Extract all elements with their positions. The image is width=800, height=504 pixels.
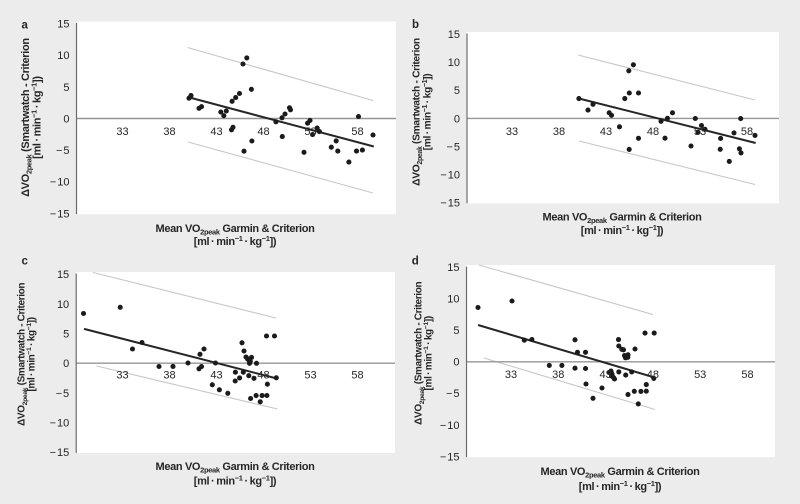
svg-text:15: 15 (448, 29, 460, 41)
svg-text:[ml · min−1 · kg−1]): [ml · min−1 · kg−1]) (194, 234, 277, 248)
svg-text:43: 43 (600, 126, 612, 138)
svg-text:53: 53 (694, 126, 706, 138)
svg-text:[ml · min−1 · kg−1]): [ml · min−1 · kg−1]) (30, 76, 44, 159)
svg-text:− 5: − 5 (56, 145, 69, 157)
svg-text:[ml · min−1 · kg−1]): [ml · min−1 · kg−1]) (422, 74, 434, 151)
svg-text:Mean VO2peak​ Garmin & Criteri: Mean VO2peak​ Garmin & Criterion (543, 211, 703, 225)
svg-text:− 15: − 15 (50, 208, 70, 220)
svg-text:− 5: − 5 (446, 388, 459, 400)
svg-text:53: 53 (304, 369, 316, 381)
svg-text:5: 5 (453, 325, 459, 337)
svg-text:33: 33 (505, 369, 517, 381)
svg-text:Mean VO2peak​ Garmin & Criteri: Mean VO2peak​ Garmin & Criterion (156, 461, 316, 475)
svg-text:5: 5 (454, 85, 460, 97)
svg-text:− 10: − 10 (50, 417, 70, 429)
svg-text:48: 48 (647, 126, 659, 138)
svg-text:b: b (412, 19, 419, 31)
svg-text:10: 10 (57, 299, 69, 311)
svg-text:[ml · min−1 · kg−1]): [ml · min−1 · kg−1]) (26, 317, 38, 391)
svg-text:[ml · min−1 · kg−1]): [ml · min−1 · kg−1]) (579, 479, 662, 493)
svg-text:− 10: − 10 (440, 420, 460, 432)
svg-text:[ml · min−1 · kg−1]): [ml · min−1 · kg−1]) (423, 316, 435, 390)
svg-text:53: 53 (304, 126, 316, 138)
svg-text:33: 33 (116, 126, 128, 138)
svg-text:[ml · min−1 · kg−1]): [ml · min−1 · kg−1]) (581, 223, 664, 237)
svg-text:15: 15 (57, 269, 69, 281)
svg-text:d: d (412, 256, 419, 268)
svg-text:10: 10 (447, 294, 459, 306)
svg-text:Mean VO2peak​ Garmin & Criteri: Mean VO2peak​ Garmin & Criterion (541, 466, 701, 480)
svg-text:5: 5 (63, 82, 69, 94)
svg-text:Mean VO2peak​ Garmin & Criteri: Mean VO2peak​ Garmin & Criterion (156, 223, 316, 237)
svg-text:15: 15 (57, 19, 69, 31)
svg-text:− 5: − 5 (56, 388, 69, 400)
svg-text:48: 48 (647, 369, 659, 381)
svg-text:− 15: − 15 (440, 198, 460, 210)
svg-text:0: 0 (63, 358, 69, 370)
svg-text:0: 0 (453, 357, 459, 369)
svg-text:[ml · min−1 · kg−1]): [ml · min−1 · kg−1]) (194, 474, 277, 488)
svg-text:48: 48 (257, 126, 269, 138)
svg-text:43: 43 (210, 369, 222, 381)
svg-text:0: 0 (454, 113, 460, 125)
svg-text:33: 33 (506, 126, 518, 138)
svg-text:48: 48 (257, 369, 269, 381)
svg-text:53: 53 (694, 369, 706, 381)
svg-text:− 10: − 10 (50, 177, 70, 189)
svg-text:10: 10 (448, 57, 460, 69)
svg-text:43: 43 (599, 369, 611, 381)
svg-text:38: 38 (163, 369, 175, 381)
svg-text:38: 38 (552, 369, 564, 381)
svg-text:0: 0 (63, 113, 69, 125)
svg-text:− 15: − 15 (50, 447, 70, 459)
svg-text:58: 58 (741, 126, 753, 138)
svg-text:a: a (22, 20, 29, 32)
svg-text:58: 58 (351, 369, 363, 381)
svg-text:− 15: − 15 (440, 451, 460, 463)
svg-text:33: 33 (116, 369, 128, 381)
svg-text:43: 43 (210, 126, 222, 138)
svg-text:38: 38 (163, 126, 175, 138)
svg-text:− 5: − 5 (447, 141, 460, 153)
svg-text:c: c (22, 255, 29, 267)
svg-text:38: 38 (553, 126, 565, 138)
svg-text:15: 15 (447, 262, 459, 274)
svg-text:58: 58 (741, 369, 753, 381)
svg-text:10: 10 (57, 50, 69, 62)
svg-text:58: 58 (351, 126, 363, 138)
svg-text:5: 5 (63, 328, 69, 340)
svg-text:− 10: − 10 (440, 169, 460, 181)
